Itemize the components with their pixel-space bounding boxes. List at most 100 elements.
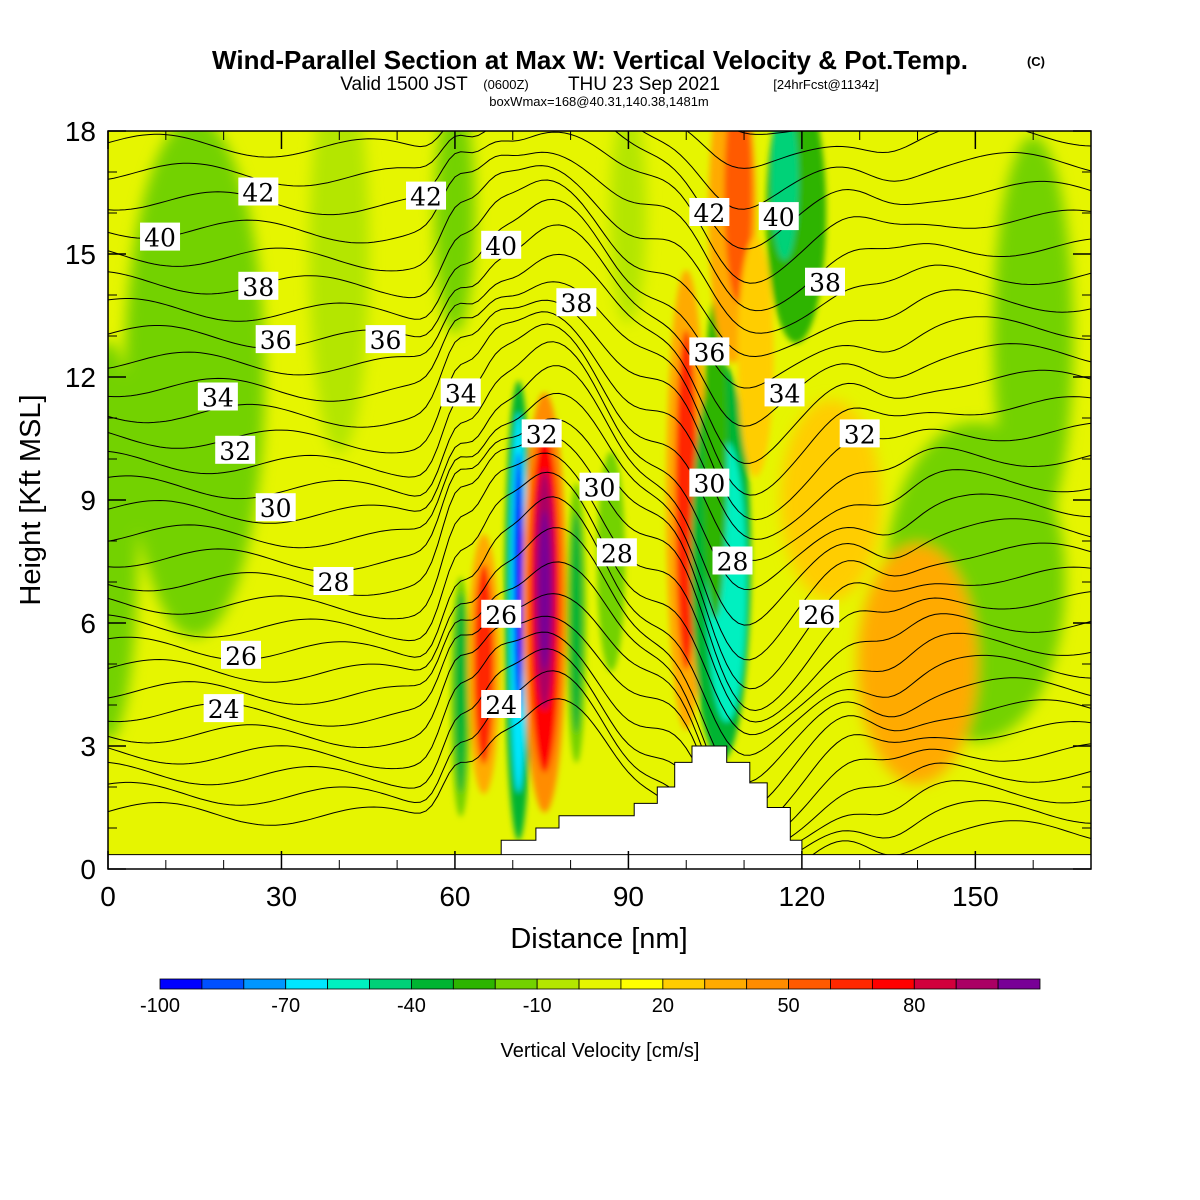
colorbar-swatch (788, 978, 831, 990)
field-broad-areas (108, 131, 1074, 784)
y-tick-label: 9 (80, 485, 96, 516)
x-tick-label: 60 (439, 881, 470, 912)
contour-label: 42 (406, 181, 447, 212)
theta-contour-line (108, 593, 1091, 830)
contour-label-text: 40 (763, 203, 795, 232)
colorbar-tick-label: -10 (523, 995, 552, 1017)
contour-label-text: 24 (208, 695, 240, 724)
contour-label: 42 (689, 198, 730, 228)
contour-label-box (197, 382, 238, 411)
theta-contour-line (108, 299, 1091, 521)
contour-label: 28 (712, 546, 753, 577)
contour-label-text: 38 (560, 289, 592, 318)
theta-contour-line (108, 365, 1091, 626)
contour-label: 34 (764, 378, 805, 408)
terrain-profile (500, 745, 803, 869)
theta-contour-line (108, 281, 1091, 496)
x-tick-label: 120 (779, 881, 826, 912)
contour-label-text: 36 (260, 326, 292, 355)
field-patch (108, 341, 138, 741)
forecast-label: [24hrFcst@1134z] (773, 77, 878, 92)
theta-contour-line (108, 561, 1091, 810)
contour-label-text: 36 (370, 326, 402, 355)
theta-contour-line (108, 198, 1091, 389)
colorbar: -100 -70 -40 -10 20 50 80 (140, 978, 1041, 1017)
theta-contour-line (108, 311, 1091, 540)
contour-label-text: 34 (202, 384, 234, 413)
theta-contour-line (108, 418, 1091, 690)
contour-label-box (764, 378, 805, 407)
colorbar-tick-label: -100 (140, 995, 180, 1017)
y-axis-title: Height [Kft MSL] (15, 394, 47, 605)
contour-label-text: 32 (219, 437, 251, 466)
x-tick-label: 150 (952, 881, 999, 912)
contour-label-box (215, 435, 256, 464)
theta-contour-line (108, 392, 1091, 661)
y-tick-label: 3 (80, 731, 96, 762)
theta-contour-line (108, 452, 1091, 723)
theta-contour-line (108, 323, 1091, 561)
contour-label-text: 38 (809, 269, 841, 298)
valid-utc-label: (0600Z) (483, 77, 529, 92)
contour-label-box (440, 378, 481, 407)
contour-label: 40 (481, 230, 522, 261)
contour-label: 36 (365, 325, 406, 355)
y-tick-label: 0 (80, 854, 96, 885)
contour-label: 26 (799, 599, 840, 630)
theta-contour-line (686, 131, 1091, 169)
theta-contour-line (108, 253, 1091, 464)
w-core (513, 452, 524, 712)
colorbar-swatch (285, 978, 329, 990)
contour-label-text: 28 (717, 548, 749, 577)
valid-time-label: Valid 1500 JST (340, 74, 468, 95)
y-tick-label: 6 (80, 608, 96, 639)
colorbar-swatch (243, 978, 287, 990)
contour-label-text: 42 (242, 179, 274, 208)
colorbar-swatch (201, 978, 245, 990)
colorbar-swatch (620, 978, 664, 990)
contour-label-text: 30 (260, 494, 292, 523)
contour-label-text: 30 (693, 470, 725, 499)
w-core (770, 131, 799, 261)
contour-label-box (758, 202, 799, 231)
chart-titles: Wind-Parallel Section at Max W: Vertical… (212, 45, 1045, 109)
contour-label: 28 (596, 538, 637, 568)
contour-label-box (689, 468, 730, 497)
field-patch (434, 131, 475, 333)
contour-label: 34 (197, 382, 238, 413)
colorbar-swatch (830, 978, 873, 990)
colorbar-tick-label: -70 (271, 995, 300, 1017)
colorbar-swatch (871, 978, 915, 990)
contour-label: 24 (481, 690, 522, 720)
contour-label: 24 (203, 694, 244, 724)
colorbar-swatch (452, 978, 496, 990)
contour-label-box (220, 640, 261, 669)
x-tick-label: 90 (613, 881, 644, 912)
contour-label-text: 40 (485, 232, 517, 261)
contour-label-text: 28 (318, 568, 350, 597)
contour-label-text: 26 (225, 642, 257, 671)
contour-label-text: 36 (693, 338, 725, 367)
contour-label: 32 (521, 419, 562, 449)
contour-label-box (203, 694, 244, 723)
colorbar-swatch (662, 978, 706, 990)
theta-contour-line (108, 670, 1091, 869)
valid-date-label: THU 23 Sep 2021 (568, 74, 720, 95)
colorbar-tick-label: 80 (903, 995, 925, 1017)
w-core (570, 513, 583, 733)
colorbar-tick-label: -40 (397, 995, 426, 1017)
contour-label-box (689, 337, 730, 366)
contour-label-text: 28 (601, 539, 633, 568)
colorbar-tick-label: 50 (777, 995, 799, 1017)
field-patch (993, 136, 1074, 536)
contour-label-box (365, 325, 406, 354)
contour-label: 40 (758, 202, 799, 232)
contour-label-box (255, 493, 296, 522)
contour-label: 38 (556, 288, 597, 318)
contour-label: 30 (689, 468, 730, 499)
colorbar-swatch (327, 978, 370, 990)
field-patch (780, 400, 881, 600)
theta-contour-line (108, 615, 1091, 844)
contour-label-box (805, 267, 846, 296)
colorbar-swatch (997, 978, 1041, 990)
